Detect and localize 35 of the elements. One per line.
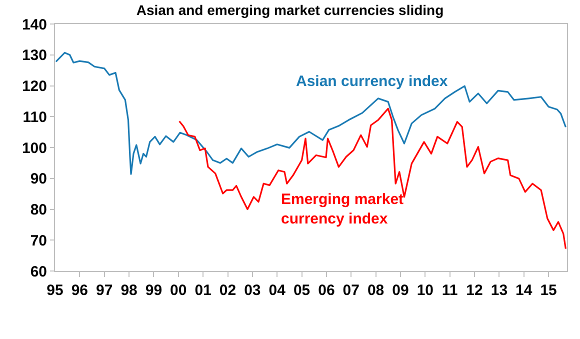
y-tick-label: 90: [30, 170, 47, 188]
x-tick-label: 02: [219, 282, 236, 299]
series-label: Emerging market currency index: [281, 191, 404, 228]
line-series: [178, 108, 567, 250]
x-tick-label: 09: [392, 282, 409, 299]
x-tick-label: 12: [466, 282, 483, 299]
series-label: Asian currency index: [296, 73, 448, 90]
x-tick-label: 08: [367, 282, 384, 299]
x-tick-label: 99: [145, 282, 162, 299]
x-tick-label: 05: [293, 282, 310, 299]
line-series: [55, 52, 567, 175]
x-tick-label: 10: [416, 282, 434, 299]
x-tick-label: 11: [442, 282, 458, 299]
y-tick-label: 70: [30, 232, 47, 250]
x-tick-label: 13: [490, 282, 508, 299]
y-tick-label: 80: [30, 202, 47, 218]
x-tick-label: 06: [318, 282, 335, 299]
y-tick-label: 100: [22, 140, 47, 157]
x-tick-label: 97: [96, 282, 113, 299]
y-tick-label: 110: [22, 108, 47, 126]
x-tick-label: 96: [71, 282, 88, 299]
y-tick-label: 60: [30, 263, 47, 280]
x-tick-label: 95: [46, 282, 64, 299]
x-tick-label: 03: [244, 282, 261, 299]
x-tick-label: 15: [540, 282, 557, 299]
x-tick-label: 14: [516, 282, 533, 299]
x-tick-label: 04: [268, 282, 286, 299]
x-tick-label: 00: [170, 282, 187, 299]
x-tick-label: 01: [194, 282, 212, 299]
y-tick-label: 140: [22, 16, 47, 34]
chart-title: Asian and emerging market currencies sliding: [136, 2, 444, 18]
y-tick-label: 120: [22, 78, 47, 95]
x-tick-label: 98: [120, 282, 138, 299]
x-tick-label: 07: [342, 282, 360, 299]
y-tick-label: 130: [22, 47, 47, 64]
